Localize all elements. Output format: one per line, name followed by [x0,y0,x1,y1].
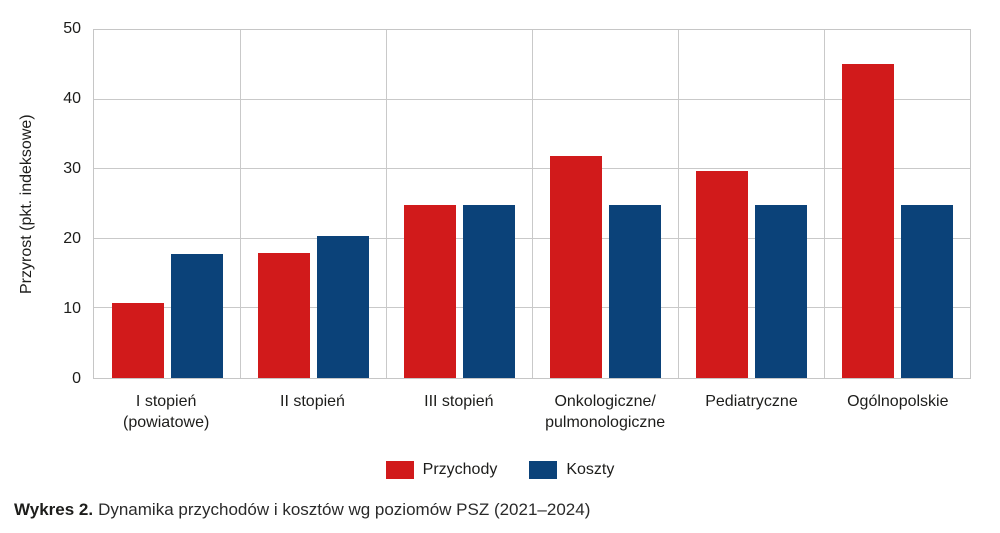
bar-group [824,30,970,378]
caption-text: Dynamika przychodów i kosztów wg poziomó… [98,500,591,519]
bar-groups [94,30,970,378]
y-tick-label: 40 [63,90,81,107]
bar-group [678,30,824,378]
gridline-vertical [677,30,679,378]
legend-label: Przychody [422,461,498,478]
x-axis-label: Onkologiczne/ pulmonologiczne [545,393,666,431]
bar-koszty [462,205,515,378]
caption-label: Wykres 2. [14,500,94,519]
x-axis-label: III stopień [424,393,494,410]
x-axis-label: II stopień [280,393,345,410]
bar-group [386,30,532,378]
gridline-vertical [385,30,387,378]
bar-przychody [403,205,456,378]
legend-label: Koszty [566,461,615,478]
bar-group [94,30,240,378]
x-axis-labels: I stopień (powiatowe) II stopień III stopi… [93,392,971,434]
x-axis-label: Pediatryczne [705,393,798,410]
gridline-vertical [532,30,533,378]
legend: Przychody Koszty [0,461,1000,479]
y-tick-label: 0 [72,370,81,387]
legend-swatch [385,461,414,479]
legend-swatch [529,461,558,479]
x-axis-label: Ogólnopolskie [847,393,949,410]
gridline-vertical [824,30,825,378]
y-tick-label: 50 [63,20,81,37]
legend-item-koszty: Koszty [529,461,614,479]
bar-group [240,30,386,378]
gridline-vertical [239,30,241,378]
legend-item-przychody: Przychody [385,461,498,479]
y-tick-label: 10 [63,300,81,317]
bar-koszty [754,205,807,378]
bar-przychody [695,170,748,378]
bar-koszty [900,205,953,378]
x-axis-label: I stopień (powiatowe) [123,393,210,431]
bar-koszty [608,205,661,378]
y-tick-label: 20 [63,230,81,247]
bar-przychody [549,155,602,378]
bar-przychody [111,302,164,378]
y-axis-ticks: 0 10 20 30 40 50 [0,21,81,387]
caption: Wykres 2. Dynamika przychodów i kosztów w… [14,500,590,520]
bar-koszty [170,254,223,378]
bar-przychody [841,64,894,378]
bar-koszty [316,236,369,378]
bar-przychody [257,252,310,378]
plot-area [93,29,971,379]
bar-group [532,30,678,378]
y-tick-label: 30 [63,160,81,177]
